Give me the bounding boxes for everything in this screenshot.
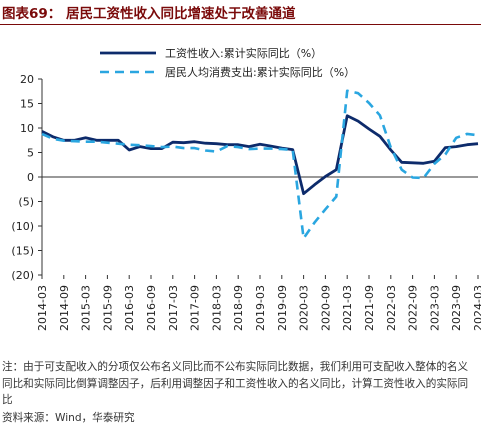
- y-tick-label: 15: [20, 98, 34, 111]
- legend: 工资性收入:累计实际同比（%） 居民人均消费支出:累计实际同比（%）: [100, 46, 355, 79]
- chart-note: 注：由于可支配收入的分项仅公布名义同比而不公布实际同比数据，我们利用可支配收入整…: [2, 361, 469, 407]
- y-tick-label: 5: [27, 147, 34, 160]
- series-line-wage-income: [41, 114, 479, 196]
- y-tick-label: (10): [11, 220, 34, 233]
- x-tick-label: 2022-09: [407, 285, 420, 331]
- x-tick-label: 2015-03: [80, 285, 93, 331]
- y-tick-label: (5): [18, 196, 34, 209]
- x-tick-label: 2020-09: [319, 285, 332, 331]
- x-tick-label: 2017-09: [189, 285, 202, 331]
- x-tick-label: 2018-03: [210, 285, 223, 331]
- x-tick-label: 2015-09: [101, 285, 114, 331]
- x-tick-label: 2016-03: [123, 285, 136, 331]
- y-axis: 20 15 10 5 0 (5) (10) (15) (20): [11, 73, 478, 282]
- y-tick-label: 0: [27, 171, 34, 184]
- x-axis: 2014-03 2014-09 2015-03 2015-09 2016-03 2016-…: [36, 275, 481, 331]
- x-tick-label: 2024-03: [472, 285, 481, 331]
- y-tick-label: (15): [11, 245, 34, 258]
- series-lines: [41, 89, 479, 240]
- x-tick-label: 2019-09: [276, 285, 289, 331]
- chart-source: 资料来源：Wind，华泰研究: [2, 412, 135, 424]
- x-tick-label: 2021-09: [363, 285, 376, 331]
- x-tick-label: 2020-03: [298, 285, 311, 331]
- y-tick-label: 10: [20, 122, 34, 135]
- title-bar: 图表69： 居民工资性收入同比增速处于改善通道: [0, 0, 481, 25]
- x-tick-label: 2017-03: [167, 285, 180, 331]
- legend-label-consumption: 居民人均消费支出:累计实际同比（%）: [165, 65, 355, 79]
- y-tick-label: (20): [11, 269, 34, 282]
- x-tick-label: 2021-03: [341, 285, 354, 331]
- x-tick-label: 2022-03: [385, 285, 398, 331]
- x-tick-label: 2019-03: [254, 285, 267, 331]
- y-tick-label: 20: [20, 73, 34, 86]
- chart-title: 图表69： 居民工资性收入同比增速处于改善通道: [2, 6, 296, 22]
- x-tick-label: 2014-09: [58, 285, 71, 331]
- x-tick-label: 2023-03: [428, 285, 441, 331]
- legend-label-wage-income: 工资性收入:累计实际同比（%）: [165, 46, 322, 60]
- x-tick-label: 2023-09: [450, 285, 463, 331]
- x-tick-label: 2018-09: [232, 285, 245, 331]
- x-tick-label: 2016-09: [145, 285, 158, 331]
- series-line-consumption: [41, 89, 479, 240]
- x-tick-label: 2014-03: [36, 285, 49, 331]
